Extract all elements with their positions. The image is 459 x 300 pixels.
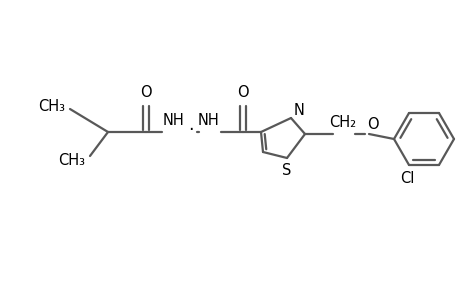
Text: O: O xyxy=(366,116,378,131)
Text: CH₃: CH₃ xyxy=(58,152,85,167)
Text: CH₂: CH₂ xyxy=(329,115,356,130)
Text: NH: NH xyxy=(198,112,219,128)
Text: CH₃: CH₃ xyxy=(39,98,65,113)
Text: O: O xyxy=(140,85,151,100)
Text: N: N xyxy=(293,103,304,118)
Text: S: S xyxy=(282,163,291,178)
Text: NH: NH xyxy=(163,112,185,128)
Text: Cl: Cl xyxy=(399,172,413,187)
Text: ·: · xyxy=(188,121,193,139)
Text: O: O xyxy=(237,85,248,100)
